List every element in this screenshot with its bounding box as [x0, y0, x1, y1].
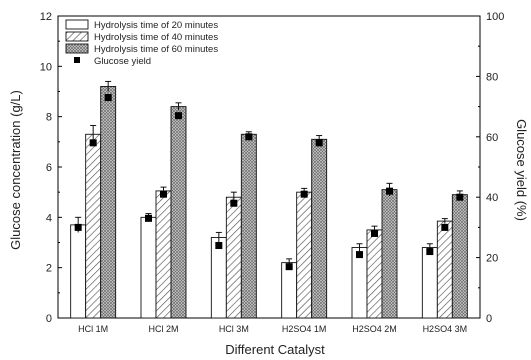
y-right-tick-label: 20	[486, 253, 498, 265]
bar	[281, 262, 298, 319]
bar	[451, 194, 468, 319]
bar	[85, 133, 102, 319]
y-tick-label: 8	[46, 112, 52, 124]
axes: 0 2 4 6 8 10 12 0 20 40 60 80 100 HCl 1M HCl 2M HCl 3M H…	[40, 11, 505, 334]
yield-marker	[89, 139, 97, 147]
yield-marker	[285, 263, 293, 271]
yield-marker	[441, 223, 449, 231]
x-axis-title: Different Catalyst	[225, 342, 325, 357]
legend-swatch	[65, 31, 89, 42]
y-axis-title: Glucose concentration (g/L)	[8, 90, 23, 250]
yield-marker	[300, 190, 308, 198]
legend-label: Hydrolysis time of 60 minutes	[94, 44, 218, 55]
legend-swatch	[65, 43, 89, 54]
y-right-tick-label: 80	[486, 71, 498, 83]
yield-marker	[315, 139, 323, 147]
bar	[225, 196, 242, 319]
yield-marker	[456, 193, 464, 201]
x-tick-label: H2SO4 1M	[282, 324, 327, 334]
yield-marker	[74, 223, 82, 231]
yield-marker	[386, 187, 393, 195]
bar	[100, 86, 117, 319]
yield-marker	[426, 248, 434, 256]
y-tick-label: 4	[46, 212, 52, 224]
yield-markers	[74, 94, 464, 271]
bar	[240, 133, 257, 319]
bars	[70, 80, 468, 319]
bar	[436, 220, 453, 319]
legend-yield-marker	[74, 57, 80, 63]
x-tick-label: H2SO4 2M	[352, 324, 397, 334]
y-tick-label: 0	[46, 313, 52, 325]
yield-marker	[371, 229, 378, 237]
legend-label: Hydrolysis time of 20 minutes	[94, 20, 218, 31]
yield-marker	[245, 133, 253, 141]
bar	[366, 229, 383, 319]
bar	[140, 216, 157, 319]
bar	[210, 237, 227, 319]
yield-marker	[175, 112, 182, 120]
x-tick-label: HCl 2M	[148, 324, 178, 334]
x-tick-label: HCl 1M	[78, 324, 108, 334]
bar	[155, 190, 172, 319]
legend: Hydrolysis time of 20 minutesHydrolysis …	[65, 19, 218, 67]
yield-marker	[356, 251, 363, 259]
legend-label: Hydrolysis time of 40 minutes	[94, 32, 218, 43]
bar	[311, 138, 328, 319]
bar	[296, 191, 313, 319]
y-tick-label: 10	[40, 61, 52, 73]
yield-marker	[145, 214, 152, 222]
bar	[351, 247, 368, 319]
x-tick-label: HCl 3M	[219, 324, 249, 334]
bar	[70, 224, 87, 319]
yield-marker	[160, 190, 167, 198]
bar	[170, 106, 187, 319]
y-axis-right-title: Glucose yield (%)	[514, 119, 529, 221]
legend-swatch	[65, 19, 89, 30]
yield-marker	[104, 94, 112, 102]
y-tick-label: 6	[46, 162, 52, 174]
yield-marker	[215, 242, 223, 250]
y-right-tick-label: 40	[486, 192, 498, 204]
y-right-tick-label: 0	[486, 313, 492, 325]
y-tick-label: 12	[40, 11, 52, 23]
legend-label: Glucose yield	[94, 56, 151, 67]
y-tick-label: 2	[46, 263, 52, 275]
x-tick-label: H2SO4 3M	[423, 324, 468, 334]
y-right-tick-label: 60	[486, 132, 498, 144]
bar	[421, 247, 438, 319]
yield-marker	[230, 199, 238, 207]
bar	[381, 189, 398, 319]
y-right-tick-label: 100	[486, 11, 504, 23]
